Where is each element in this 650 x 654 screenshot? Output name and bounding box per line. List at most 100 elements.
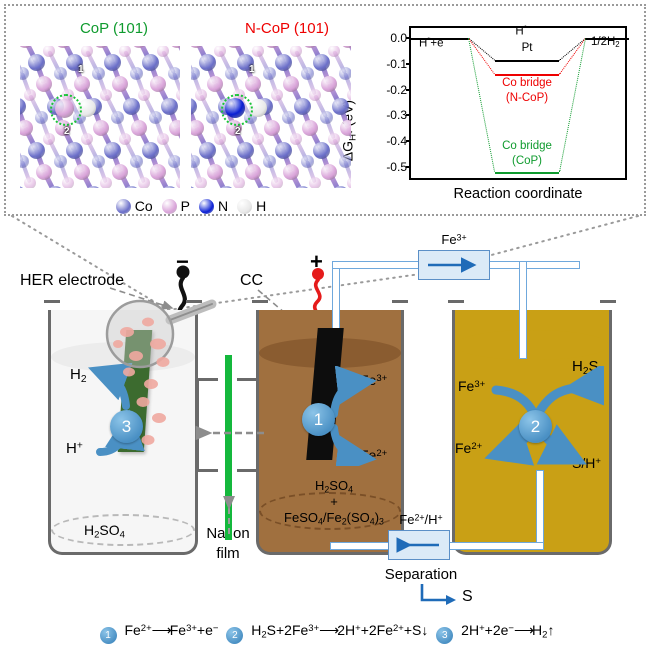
co-atom	[224, 66, 238, 80]
co-atom	[65, 141, 83, 159]
p-atom	[245, 76, 261, 92]
eq2-rhs: 2H++2Fe2++S↓	[337, 622, 429, 638]
p-atom	[150, 76, 166, 92]
p-atom	[131, 120, 147, 136]
legend-item-co: Co	[115, 198, 153, 214]
pipe-top-right-run	[482, 261, 580, 269]
fe3-transfer-arrow-icon	[428, 257, 477, 273]
co-atom	[129, 154, 143, 168]
co-atom	[319, 110, 333, 124]
co-atom	[167, 154, 180, 168]
p-atom	[207, 164, 223, 180]
p-atom	[264, 46, 280, 48]
p-atom	[271, 89, 283, 101]
left-electrolyte-label: H2SO4	[84, 522, 125, 541]
middle-electrolyte-plus: +	[330, 494, 338, 509]
lattice-site-label-1: 1	[249, 64, 255, 75]
loop-top-label: Fe3+	[441, 232, 467, 247]
co-atom	[300, 66, 314, 80]
sulfur-output-arrow	[420, 584, 456, 605]
p-atom	[100, 89, 112, 101]
bridge-left-wall	[196, 378, 199, 472]
reaction-equations: 1 Fe2+⟶Fe3++e− 2 H2S+2Fe3+⟶2H++2Fe2++S↓ …	[0, 622, 650, 644]
p-atom	[264, 120, 280, 136]
p-atom	[36, 164, 52, 180]
p-atom	[20, 46, 33, 48]
co-atom	[65, 53, 83, 71]
p-atom	[93, 46, 109, 48]
step-badge-3: 3	[110, 410, 143, 443]
right-in-left-label: Fe3+	[458, 378, 486, 394]
legend-item-p: P	[161, 198, 190, 214]
transition-dashed-line	[559, 38, 586, 172]
legend-label-co: Co	[134, 198, 153, 214]
co-atom	[191, 97, 197, 115]
co-atom	[350, 141, 351, 159]
plot-area: 0.0 -0.1 -0.2 -0.3 -0.4 -0.5 H*+e H* 1/2H2 Pt Co b…	[386, 24, 629, 180]
left-product-label: H2	[70, 366, 87, 385]
co-atom	[205, 110, 219, 124]
separation-output-label: S	[462, 588, 473, 605]
legend-label-p: P	[180, 198, 190, 214]
pipe-bottom-left-run	[330, 542, 390, 550]
co-atom	[103, 53, 121, 71]
eq2-arrow: ⟶	[319, 622, 339, 638]
left-reactant-label: H+	[66, 440, 83, 457]
h-adsorbed-atom	[78, 99, 96, 117]
plateau-pt	[495, 60, 559, 63]
y-tick	[406, 114, 411, 117]
nafion-film-strip	[225, 355, 232, 540]
co-atom	[167, 66, 180, 80]
p-atom	[321, 164, 337, 180]
co-atom	[350, 53, 351, 71]
co-atom	[281, 110, 295, 124]
label-pointer-arrows	[109, 287, 302, 328]
co-atom	[129, 66, 143, 80]
eq-badge-1: 1	[99, 627, 117, 644]
p-atom	[214, 133, 226, 145]
co-atom	[34, 110, 48, 124]
p-atom	[195, 89, 207, 101]
legend-item-h: H	[237, 198, 266, 214]
p-atom	[81, 133, 93, 145]
separation-arrow-icon	[396, 537, 439, 553]
y-tick-label: -0.1	[386, 56, 407, 71]
pipe-bottom-right-run	[448, 542, 544, 550]
p-atom	[226, 46, 242, 48]
p-atom	[233, 177, 245, 188]
p-atom	[112, 76, 128, 92]
loop-bottom-label: Fe2+/H+	[399, 512, 443, 527]
atom-legend: Co P N H	[46, 194, 336, 218]
step-badge-1: 1	[302, 403, 335, 436]
fe-oxidation-arrows	[330, 366, 377, 466]
bridge-top-right	[237, 378, 259, 381]
p-atom	[169, 120, 180, 136]
y-tick	[406, 88, 411, 91]
co-atom	[312, 141, 330, 159]
cc-label: CC	[240, 272, 264, 289]
co-atom	[91, 66, 105, 80]
co-atom	[191, 66, 200, 80]
co-atom	[338, 66, 351, 80]
co-atom	[198, 53, 216, 71]
co-atom	[141, 141, 159, 159]
p-atom	[347, 177, 351, 188]
p-atom	[195, 177, 207, 188]
p-atom	[321, 76, 337, 92]
co-atom	[141, 53, 159, 71]
right-out-left-label: Fe2+	[455, 440, 483, 456]
pipe-down-to-right	[519, 261, 527, 359]
p-atom	[157, 46, 169, 57]
co-atom	[300, 154, 314, 168]
curve-label-ncop-2: (N-CoP)	[505, 92, 549, 105]
y-tick-label: 0.0	[390, 31, 407, 46]
y-tick	[406, 37, 411, 40]
eq3-arrow: ⟶	[513, 622, 534, 638]
co-atom	[262, 66, 276, 80]
eq3-rhs: H2↑	[532, 622, 555, 641]
p-atom	[245, 164, 261, 180]
co-atom	[179, 53, 180, 71]
co-atom	[236, 141, 254, 159]
magnifier-icon	[105, 299, 217, 369]
